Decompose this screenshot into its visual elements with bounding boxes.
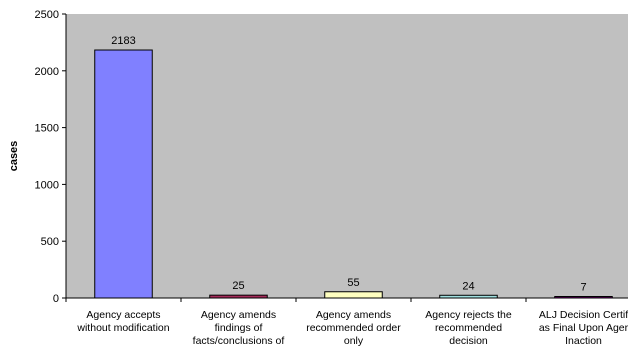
y-tick-label: 2000 [35, 66, 59, 78]
category-labels: Agency accepts without modification Agency… [76, 309, 628, 347]
data-label: 24 [462, 280, 474, 292]
y-axis-label: cases [8, 141, 20, 172]
data-label: 7 [580, 282, 586, 294]
data-label: 2183 [111, 35, 135, 47]
category-label: Agency amends recommended order only [306, 309, 401, 347]
bar [94, 49, 153, 299]
category-label: Agency accepts without modification [76, 309, 169, 334]
category-label: ALJ Decision Certif as Final Upon Ager Ina… [539, 309, 628, 347]
data-labels: 2183 25 55 24 7 [111, 35, 586, 293]
data-label: 55 [347, 277, 359, 289]
x-axis [65, 297, 628, 302]
bar [554, 296, 613, 299]
y-tick-label: 500 [41, 236, 59, 248]
bar [324, 291, 383, 299]
y-tick-label: 2500 [35, 9, 59, 21]
category-label: Agency amends findings of facts/conclusion… [193, 309, 285, 347]
y-tick-label: 1000 [35, 179, 59, 191]
bar [439, 294, 498, 299]
y-tick-label: 1500 [35, 123, 59, 135]
plot-area [66, 14, 628, 298]
y-axis: 0 500 1000 1500 2000 2500 [35, 9, 67, 305]
category-label: Agency rejects the recommended decision [425, 309, 512, 347]
y-tick-label: 0 [53, 293, 59, 305]
bars [94, 49, 613, 299]
bar [209, 294, 268, 299]
data-label: 25 [232, 280, 244, 292]
